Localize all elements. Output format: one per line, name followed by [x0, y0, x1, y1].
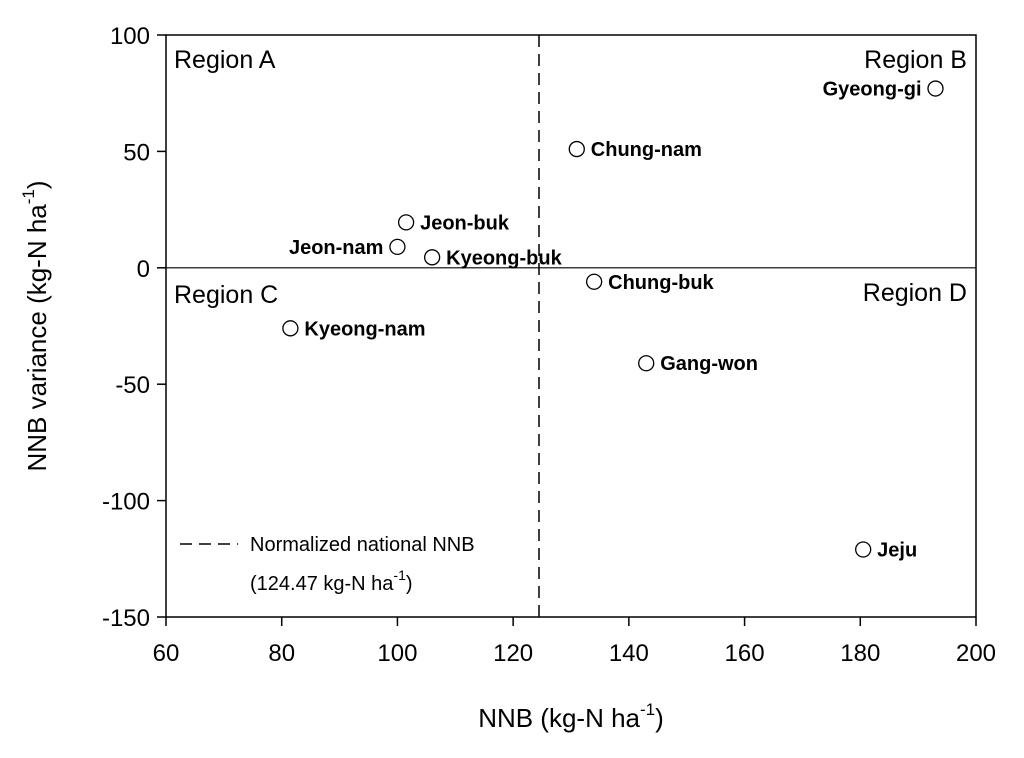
y-tick-label: -100 [102, 489, 150, 516]
y-tick-label: -50 [115, 372, 150, 399]
x-tick-label: 160 [725, 640, 765, 667]
data-point [397, 214, 415, 231]
data-point [423, 249, 441, 266]
legend: Normalized national NNB (124.47 kg-N ha-… [180, 534, 475, 595]
region-label: Region D [863, 279, 967, 307]
y-axis-title: NNB variance (kg-N ha-1) [19, 180, 52, 471]
legend-label-line2: (124.47 kg-N ha-1) [250, 567, 413, 595]
x-tick-label: 60 [153, 640, 180, 667]
x-tick-label: 140 [609, 640, 649, 667]
x-tick-label: 80 [268, 640, 295, 667]
x-tick-label: 200 [956, 640, 996, 667]
point-label: Gang-won [660, 353, 758, 375]
point-label: Kyeong-buk [446, 247, 562, 269]
x-tick-label: 180 [840, 640, 880, 667]
y-tick-label: -150 [102, 605, 150, 632]
x-tick-label: 120 [493, 640, 533, 667]
x-tick-label: 100 [377, 640, 417, 667]
legend-label-line1: Normalized national NNB [250, 534, 475, 556]
point-label: Jeon-buk [420, 212, 510, 234]
data-point [855, 541, 872, 558]
reference-lines [166, 35, 976, 617]
data-point [568, 140, 585, 158]
region-labels: Region A Region B Region C Region D [174, 46, 967, 309]
point-label: Chung-buk [608, 272, 714, 294]
y-tick-label: 0 [137, 256, 150, 283]
data-point [927, 80, 944, 97]
region-label: Region C [174, 281, 278, 309]
x-axis-title: NNB (kg-N ha-1) [478, 700, 664, 733]
data-point [282, 320, 299, 337]
region-label: Region A [174, 46, 276, 74]
region-label: Region B [864, 46, 967, 74]
axes-group: 60 80 100 120 140 160 180 200 -150 -100 -50 0 50 100 [102, 23, 996, 667]
point-label: Jeon-nam [289, 237, 383, 259]
point-label: Chung-nam [591, 139, 702, 161]
data-point [389, 238, 406, 255]
points-group: Gyeong-gi Chung-nam Jeon-buk Jeon-nam Kyeong… [282, 79, 944, 561]
point-label: Jeju [877, 539, 917, 561]
data-point [638, 355, 655, 372]
y-tick-label: 100 [110, 23, 150, 50]
point-label: Gyeong-gi [823, 79, 922, 101]
point-label: Kyeong-nam [304, 318, 425, 340]
y-tick-label: 50 [123, 139, 150, 166]
plot-frame [165, 34, 977, 618]
data-point [585, 273, 603, 290]
